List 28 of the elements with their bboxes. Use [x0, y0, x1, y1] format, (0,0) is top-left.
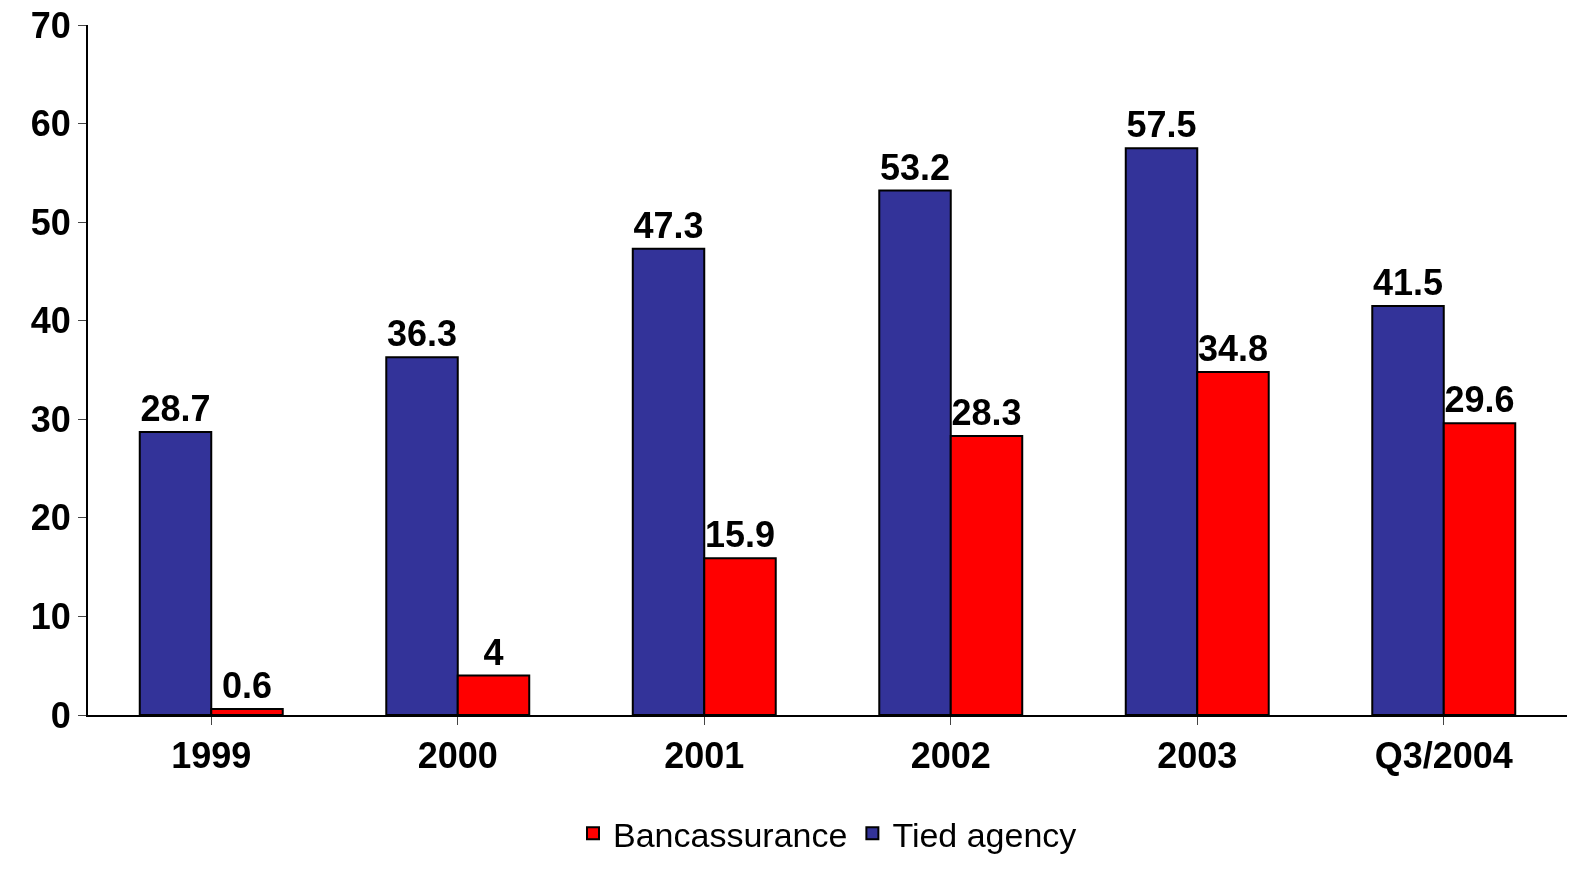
legend-label: Tied agency: [892, 815, 1077, 854]
y-tick-label: 50: [30, 201, 71, 243]
y-tick-label: 20: [30, 497, 71, 539]
data-label: 36.3: [386, 313, 458, 355]
x-tick-label: Q3/2004: [1374, 735, 1513, 777]
data-label: 41.5: [1372, 261, 1444, 303]
data-label: 0.6: [221, 665, 273, 707]
x-tick-label: 2000: [417, 735, 498, 777]
data-label: 34.8: [1197, 327, 1269, 369]
legend-label: Bancassurance: [613, 815, 848, 854]
x-tick-label: 2001: [664, 735, 745, 777]
y-tick-label: 60: [30, 103, 71, 145]
x-tick-label: 2002: [910, 735, 991, 777]
x-tick-label: 1999: [171, 735, 252, 777]
data-label: 47.3: [633, 204, 704, 246]
data-label: 28.3: [951, 392, 1022, 434]
data-label: 15.9: [704, 514, 776, 556]
y-tick-label: 40: [30, 300, 71, 342]
data-label: 28.7: [140, 388, 211, 430]
y-tick-label: 0: [50, 694, 71, 736]
y-tick-label: 70: [30, 4, 71, 46]
data-label: 4: [483, 631, 504, 673]
data-label: 53.2: [879, 146, 951, 188]
x-tick-label: 2003: [1157, 735, 1238, 777]
y-tick-label: 10: [30, 596, 71, 638]
data-label: 29.6: [1444, 379, 1515, 421]
data-label: 57.5: [1126, 104, 1197, 146]
y-tick-label: 30: [30, 398, 71, 440]
